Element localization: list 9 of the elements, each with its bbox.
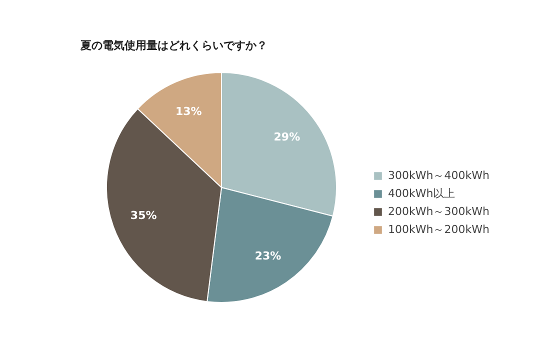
legend-label: 100kWh～200kWh	[388, 222, 490, 237]
legend-label: 400kWh以上	[388, 186, 456, 201]
data-label: 23%	[254, 249, 282, 262]
data-label: 29%	[274, 130, 300, 144]
legend-label: 300kWh～400kWh	[388, 168, 490, 183]
data-label: 13%	[175, 105, 202, 118]
chart-title: 夏の電気使用量はどれくらいですか？	[80, 39, 268, 52]
data-label: 35%	[130, 209, 157, 222]
legend-label: 200kWh～300kWh	[388, 204, 490, 219]
